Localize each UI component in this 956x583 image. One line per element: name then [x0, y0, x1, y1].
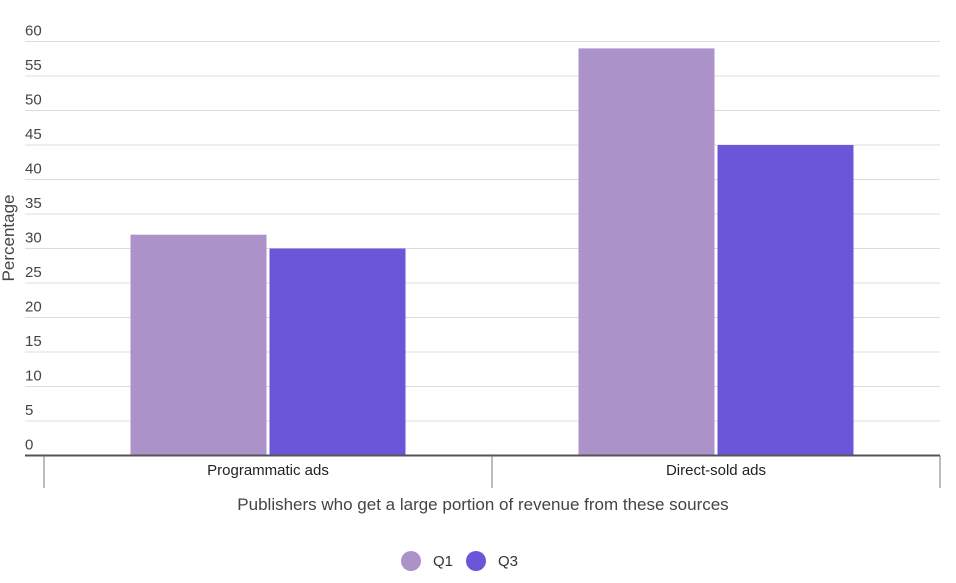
- legend-item-q3: Q3: [466, 551, 518, 571]
- y-tick-label: 45: [25, 126, 42, 143]
- bar-q1-programmatic-ads: [130, 234, 267, 456]
- y-tick-label: 10: [25, 368, 42, 385]
- y-tick-label: 25: [25, 264, 42, 281]
- y-tick-label: 55: [25, 57, 42, 74]
- legend-swatch: [466, 551, 486, 571]
- y-tick-label: 50: [25, 92, 42, 109]
- x-axis: [25, 454, 941, 488]
- bars: [130, 48, 854, 456]
- bar-q3-programmatic-ads: [269, 248, 406, 456]
- x-category-label: Programmatic ads: [207, 462, 329, 479]
- x-category-labels: Programmatic ads Direct-sold ads: [207, 462, 766, 479]
- legend-label: Q1: [433, 553, 453, 570]
- y-tick-label: 60: [25, 23, 42, 40]
- y-tick-label: 20: [25, 299, 42, 316]
- y-axis-title: Percentage: [0, 195, 18, 282]
- legend: Q1 Q3: [401, 551, 518, 571]
- y-tick-label: 5: [25, 402, 33, 419]
- y-tick-label: 0: [25, 437, 33, 454]
- y-tick-labels: 0 5 10 15 20 25 30 35 40 45 50 55 60: [25, 23, 42, 454]
- y-tick-label: 15: [25, 333, 42, 350]
- bar-q1-direct-sold-ads: [578, 48, 715, 456]
- legend-label: Q3: [498, 553, 518, 570]
- legend-swatch: [401, 551, 421, 571]
- y-tick-label: 30: [25, 230, 42, 247]
- legend-item-q1: Q1: [401, 551, 453, 571]
- y-tick-label: 35: [25, 195, 42, 212]
- x-axis-title: Publishers who get a large portion of re…: [237, 495, 728, 514]
- x-category-label: Direct-sold ads: [666, 462, 766, 479]
- bar-q3-direct-sold-ads: [717, 145, 854, 456]
- y-tick-label: 40: [25, 161, 42, 178]
